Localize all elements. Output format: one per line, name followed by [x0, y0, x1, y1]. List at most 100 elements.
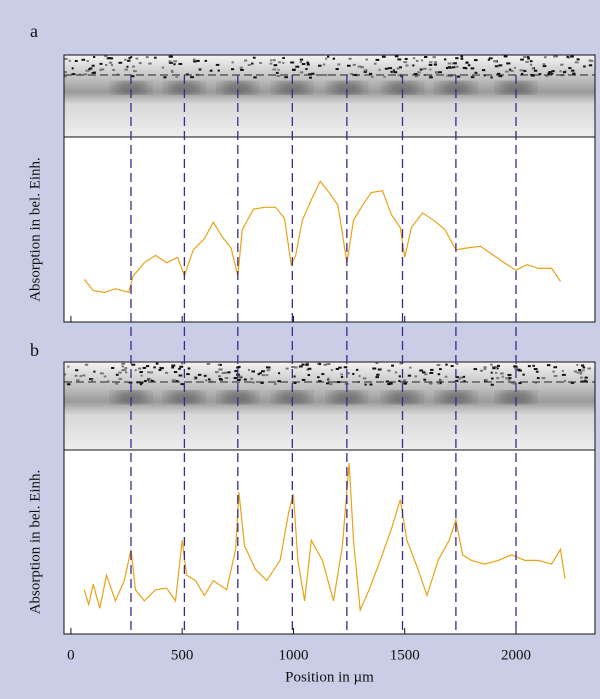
- image-speckle: [498, 64, 503, 67]
- image-speckle: [237, 365, 241, 368]
- image-speckle: [527, 365, 531, 368]
- image-speckle: [529, 60, 533, 63]
- image-speckle: [207, 378, 211, 381]
- image-speckle: [479, 369, 484, 372]
- image-speckle: [399, 362, 403, 365]
- image-speckle: [444, 58, 447, 61]
- image-speckle: [445, 67, 449, 70]
- image-speckle: [498, 75, 503, 78]
- image-speckle: [233, 377, 238, 380]
- image-speckle: [450, 365, 454, 368]
- image-speckle: [491, 377, 494, 380]
- image-speckle: [206, 362, 211, 365]
- image-speckle: [588, 59, 592, 62]
- image-speckle: [328, 383, 333, 386]
- image-blob: [328, 81, 365, 94]
- image-speckle: [429, 74, 433, 77]
- image-speckle: [306, 63, 310, 66]
- x-tick-label: 1500: [390, 647, 420, 663]
- image-speckle: [447, 66, 452, 69]
- image-speckle: [403, 382, 407, 385]
- image-speckle: [194, 377, 197, 380]
- image-speckle: [579, 372, 583, 375]
- image-speckle: [67, 365, 70, 368]
- image-speckle: [161, 66, 165, 69]
- image-speckle: [265, 366, 270, 369]
- image-speckle: [155, 362, 159, 365]
- image-speckle: [301, 62, 306, 65]
- image-speckle: [230, 68, 235, 71]
- image-speckle: [413, 73, 418, 76]
- image-speckle: [529, 63, 533, 66]
- image-speckle: [138, 62, 142, 65]
- image-speckle: [488, 57, 493, 60]
- image-speckle: [375, 376, 379, 379]
- image-speckle: [584, 379, 587, 382]
- image-speckle: [490, 371, 493, 374]
- image-speckle: [579, 376, 583, 379]
- y-axis-label: Absorption in bel. Einh.: [27, 470, 43, 615]
- image-speckle: [340, 373, 343, 376]
- image-speckle: [198, 68, 202, 71]
- image-speckle: [564, 379, 567, 382]
- image-speckle: [570, 69, 575, 72]
- image-speckle: [261, 370, 265, 373]
- image-speckle: [490, 383, 494, 386]
- image-speckle: [533, 69, 538, 72]
- image-speckle: [402, 379, 407, 382]
- panel-label: a: [30, 21, 38, 41]
- image-speckle: [536, 377, 540, 380]
- image-speckle: [445, 363, 448, 366]
- image-speckle: [505, 70, 509, 73]
- image-speckle: [429, 68, 432, 71]
- image-speckle: [559, 70, 562, 73]
- image-speckle: [419, 369, 424, 372]
- image-blob: [274, 81, 311, 94]
- image-speckle: [109, 57, 114, 60]
- image-speckle: [490, 363, 493, 366]
- image-speckle: [178, 374, 183, 377]
- image-speckle: [317, 362, 321, 365]
- image-speckle: [87, 68, 91, 71]
- image-speckle: [576, 58, 580, 61]
- image-speckle: [438, 71, 442, 74]
- image-speckle: [323, 74, 328, 77]
- image-speckle: [153, 366, 156, 369]
- image-speckle: [124, 68, 128, 71]
- image-speckle: [193, 376, 196, 379]
- image-speckle: [412, 57, 416, 60]
- image-speckle: [179, 365, 184, 368]
- image-speckle: [467, 64, 471, 67]
- image-blob: [219, 81, 256, 94]
- image-speckle: [82, 374, 86, 377]
- image-speckle: [519, 69, 524, 72]
- image-speckle: [305, 68, 308, 71]
- image-speckle: [272, 59, 276, 62]
- image-speckle: [68, 59, 71, 62]
- image-speckle: [90, 379, 94, 382]
- image-blob: [384, 81, 421, 94]
- image-speckle: [151, 380, 155, 383]
- image-speckle: [260, 381, 264, 384]
- image-speckle: [108, 61, 113, 64]
- image-speckle: [236, 378, 241, 381]
- image-speckle: [520, 72, 524, 75]
- image-speckle: [437, 382, 440, 385]
- image-speckle: [168, 61, 173, 64]
- image-speckle: [127, 59, 130, 62]
- image-speckle: [412, 64, 415, 67]
- y-axis-label: Absorption in bel. Einh.: [27, 157, 43, 302]
- image-speckle: [378, 68, 381, 71]
- image-speckle: [259, 61, 262, 64]
- image-speckle: [542, 65, 547, 68]
- image-speckle: [365, 58, 368, 61]
- image-speckle: [520, 58, 524, 61]
- image-speckle: [247, 63, 251, 66]
- image-speckle: [187, 367, 191, 370]
- image-speckle: [173, 60, 177, 63]
- image-speckle: [122, 369, 127, 372]
- image-speckle: [415, 59, 419, 62]
- image-speckle: [493, 60, 497, 63]
- image-speckle: [116, 73, 120, 76]
- image-speckle: [76, 379, 80, 382]
